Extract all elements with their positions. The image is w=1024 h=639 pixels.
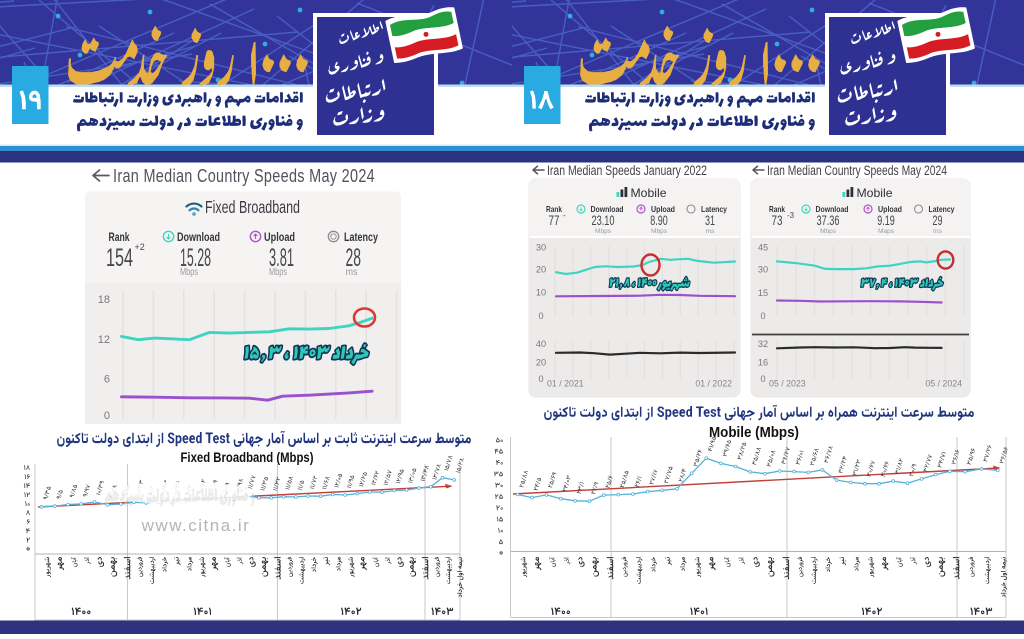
svg-text:Rank: Rank [546,204,562,214]
svg-text:Iran Median Country Speeds May: Iran Median Country Speeds May 2024 [113,166,375,186]
svg-text:Maps: Maps [878,228,895,235]
svg-text:Mbps: Mbps [651,228,668,235]
svg-text:Iran Median Speeds January 202: Iran Median Speeds January 2022 [547,163,707,178]
svg-text:31: 31 [705,213,715,228]
svg-text:-: - [563,211,566,220]
svg-text:12: 12 [98,334,110,346]
svg-text:30: 30 [536,243,546,253]
svg-text:154: 154 [106,244,133,272]
svg-text:15.28: 15.28 [180,244,211,272]
svg-text:Mbps: Mbps [269,266,287,278]
svg-text:Fixed Broadband: Fixed Broadband [205,197,300,217]
svg-text:3.81: 3.81 [269,244,294,272]
svg-text:Latency: Latency [929,204,955,214]
svg-text:45: 45 [758,242,768,252]
svg-text:ms: ms [346,266,358,278]
svg-text:Upload: Upload [878,204,902,214]
svg-text:+2: +2 [135,242,145,252]
svg-text:9.19: 9.19 [877,213,895,228]
svg-text:0: 0 [760,374,765,384]
svg-text:www.citna.ir: www.citna.ir [141,516,251,535]
svg-text:Mobile: Mobile [631,186,667,200]
svg-text:30: 30 [758,265,768,275]
svg-text:Rank: Rank [769,204,785,214]
svg-text:Download: Download [591,204,624,214]
svg-text:Mbps: Mbps [595,228,612,235]
svg-text:0: 0 [760,311,765,321]
svg-text:05 / 2024: 05 / 2024 [925,379,962,389]
svg-text:-3: -3 [787,211,795,220]
svg-text:Latency: Latency [344,232,378,244]
svg-text:01 / 2021: 01 / 2021 [547,379,584,389]
svg-text:28: 28 [346,244,362,272]
svg-text:01 / 2022: 01 / 2022 [695,379,732,389]
svg-text:0: 0 [538,311,543,321]
svg-text:Upload: Upload [264,232,295,244]
svg-text:18: 18 [98,294,110,306]
svg-text:Mobile (Mbps): Mobile (Mbps) [709,425,799,441]
svg-text:6: 6 [104,374,110,386]
svg-text:29: 29 [933,213,943,228]
svg-text:73: 73 [772,213,783,228]
svg-text:Download: Download [816,204,849,214]
svg-text:ms: ms [706,228,715,235]
svg-text:8.90: 8.90 [650,213,668,228]
svg-text:37.36: 37.36 [817,213,840,228]
svg-text:20: 20 [536,265,546,275]
svg-text:0: 0 [538,374,543,384]
svg-text:10: 10 [536,288,546,298]
svg-text:Mobile: Mobile [857,186,893,200]
svg-text:23.10: 23.10 [592,213,615,228]
svg-text:20: 20 [536,358,546,368]
svg-text:32: 32 [758,339,768,349]
svg-text:77: 77 [549,213,560,228]
svg-text:05 / 2023: 05 / 2023 [769,379,806,389]
svg-text:Rank: Rank [109,232,130,244]
svg-text:15: 15 [758,288,768,298]
svg-text:Mbps: Mbps [180,266,198,278]
svg-text:Upload: Upload [651,204,675,214]
svg-text:Mbps: Mbps [820,228,837,235]
svg-text:Download: Download [177,232,220,244]
svg-text:16: 16 [758,358,768,368]
svg-text:Iran Median Country Speeds May: Iran Median Country Speeds May 2024 [767,163,947,178]
svg-text:40: 40 [536,339,546,349]
svg-text:Fixed Broadband (Mbps): Fixed Broadband (Mbps) [181,450,314,465]
svg-text:ms: ms [933,228,942,235]
svg-text:0: 0 [104,410,110,422]
svg-text:Latency: Latency [701,204,727,214]
